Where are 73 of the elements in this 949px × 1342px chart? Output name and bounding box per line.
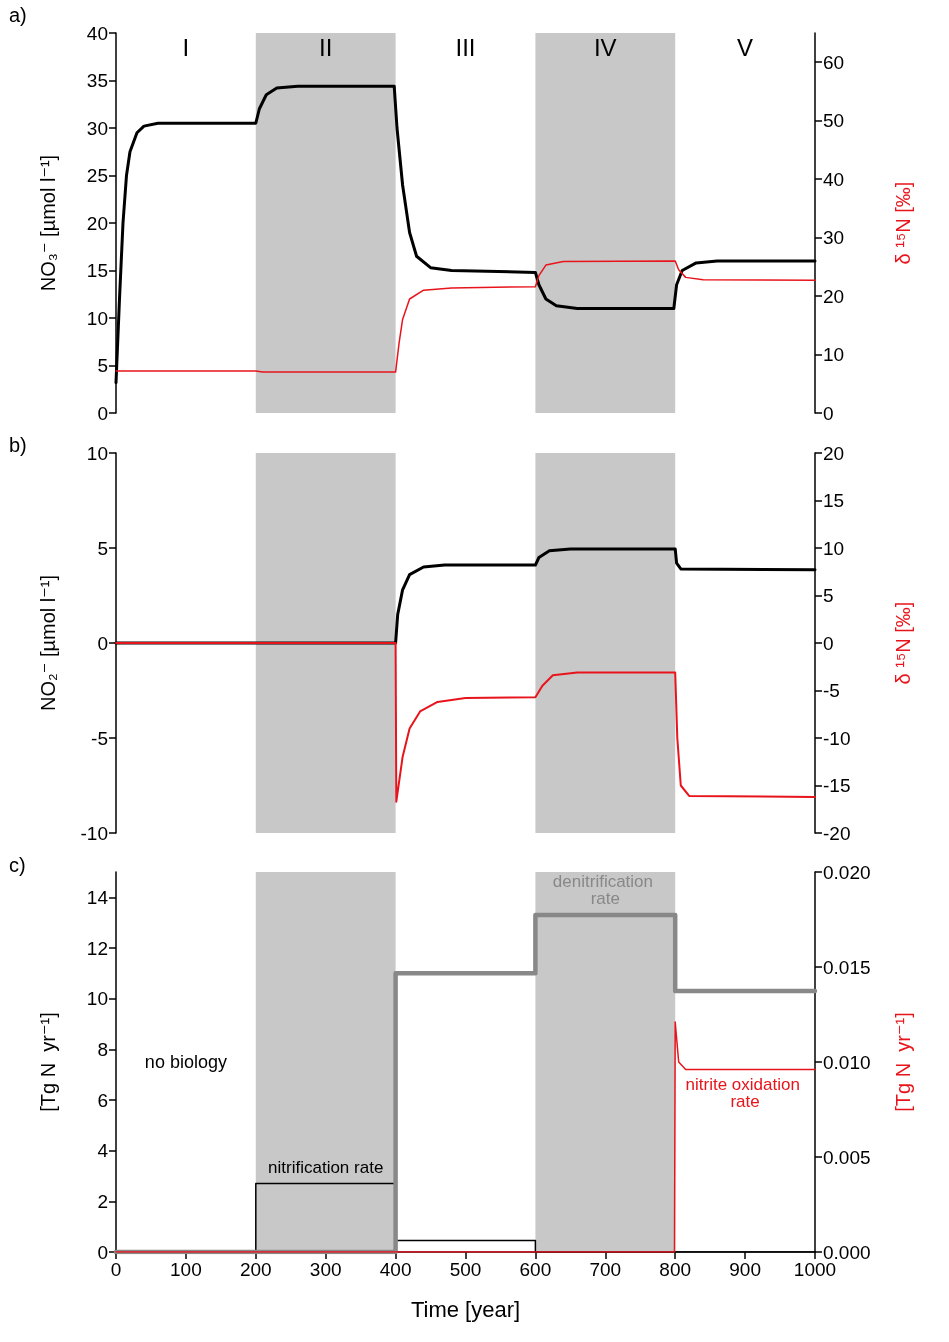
y-tick-label: 0 bbox=[97, 1241, 108, 1263]
y2-tick-label: 20 bbox=[823, 285, 845, 307]
y-tick-label: 5 bbox=[97, 355, 108, 376]
annotation: I bbox=[182, 33, 190, 61]
y2-tick-label: 50 bbox=[823, 110, 845, 132]
x-tick-label: 700 bbox=[589, 1259, 622, 1280]
y-tick-label: 5 bbox=[97, 537, 108, 559]
y-tick-label: 12 bbox=[86, 937, 108, 959]
y-tick-label: 2 bbox=[97, 1190, 108, 1212]
line-series bbox=[115, 260, 816, 373]
y-tick-label: 6 bbox=[97, 1089, 108, 1111]
y-axis-title: NO₃⁻ [µmol l⁻¹] bbox=[37, 154, 59, 292]
y-tick-label: 10 bbox=[86, 442, 108, 464]
y-tick-label: 40 bbox=[86, 22, 108, 44]
y-axis-title: NO₂⁻ [µmol l⁻¹] bbox=[37, 575, 59, 711]
y2-tick-label: 0.010 bbox=[823, 1051, 871, 1073]
y2-tick-label: 0.015 bbox=[823, 956, 871, 978]
y2-tick-label: 10 bbox=[823, 537, 845, 559]
y2-tick-label: 10 bbox=[823, 344, 845, 366]
y-tick-label: -5 bbox=[91, 727, 108, 749]
x-tick-label: 100 bbox=[170, 1259, 202, 1280]
y2-tick-label: -15 bbox=[823, 775, 851, 796]
chart-title: a) bbox=[9, 4, 27, 26]
annotation: IV bbox=[593, 33, 617, 61]
y2-tick-label: -10 bbox=[823, 727, 851, 749]
annotation: III bbox=[455, 33, 476, 61]
y2-tick-label: -20 bbox=[823, 822, 851, 844]
y2-tick-label: 40 bbox=[823, 168, 845, 190]
y2-tick-label: 0 bbox=[823, 402, 834, 424]
x-axis-title: Time [year] bbox=[410, 1296, 521, 1322]
chart-title: b) bbox=[9, 434, 27, 456]
y-tick-label: 10 bbox=[86, 307, 108, 329]
y-tick-label: 25 bbox=[86, 165, 108, 186]
y-tick-label: -10 bbox=[80, 822, 108, 844]
x-tick-label: 400 bbox=[379, 1259, 412, 1280]
y-tick-label: 0 bbox=[97, 632, 108, 654]
series-label: nitrite oxidation rate bbox=[685, 1074, 805, 1111]
y2-axis-title: δ ¹⁵N [‰] bbox=[892, 181, 914, 265]
x-tick-label: 500 bbox=[449, 1259, 482, 1280]
y2-tick-label: 0 bbox=[823, 632, 834, 654]
y-tick-label: 4 bbox=[97, 1140, 109, 1162]
x-tick-label: 300 bbox=[309, 1259, 342, 1280]
y-tick-label: 15 bbox=[86, 260, 108, 281]
line-series bbox=[115, 642, 816, 803]
x-tick-label: 900 bbox=[729, 1259, 761, 1280]
y-tick-label: 20 bbox=[86, 212, 108, 234]
y-tick-label: 0 bbox=[97, 402, 108, 424]
y2-tick-label: 15 bbox=[823, 490, 845, 511]
y-tick-label: 35 bbox=[86, 70, 108, 91]
y-tick-label: 30 bbox=[86, 117, 108, 139]
y-tick-label: 8 bbox=[97, 1038, 108, 1060]
x-tick-label: 600 bbox=[519, 1259, 552, 1280]
y2-tick-label: -5 bbox=[823, 680, 840, 701]
y2-tick-label: 0.020 bbox=[823, 861, 871, 883]
x-tick-label: 0 bbox=[110, 1259, 122, 1280]
series-label: denitrification rate bbox=[552, 872, 658, 909]
x-tick-label: 200 bbox=[239, 1259, 272, 1280]
y2-tick-label: 30 bbox=[823, 227, 845, 249]
y2-tick-label: 60 bbox=[823, 51, 845, 73]
y-tick-label: 14 bbox=[86, 886, 109, 908]
y-tick-label: 10 bbox=[86, 988, 108, 1010]
series-label: nitrification rate bbox=[268, 1157, 384, 1177]
chart-title: c) bbox=[9, 854, 26, 876]
y2-axis-title: [Tg N yr⁻¹] bbox=[892, 1012, 914, 1112]
y-axis-title: [Tg N yr⁻¹] bbox=[37, 1012, 59, 1112]
y2-tick-label: 5 bbox=[823, 585, 834, 606]
annotation: V bbox=[737, 33, 754, 61]
y2-axis-title: δ ¹⁵N [‰] bbox=[892, 601, 914, 685]
x-tick-label: 800 bbox=[659, 1259, 692, 1280]
y2-tick-label: 20 bbox=[823, 442, 845, 464]
y2-tick-label: 0.005 bbox=[823, 1146, 871, 1168]
annotation: II bbox=[319, 33, 333, 61]
annotation: no biology bbox=[144, 1052, 227, 1072]
